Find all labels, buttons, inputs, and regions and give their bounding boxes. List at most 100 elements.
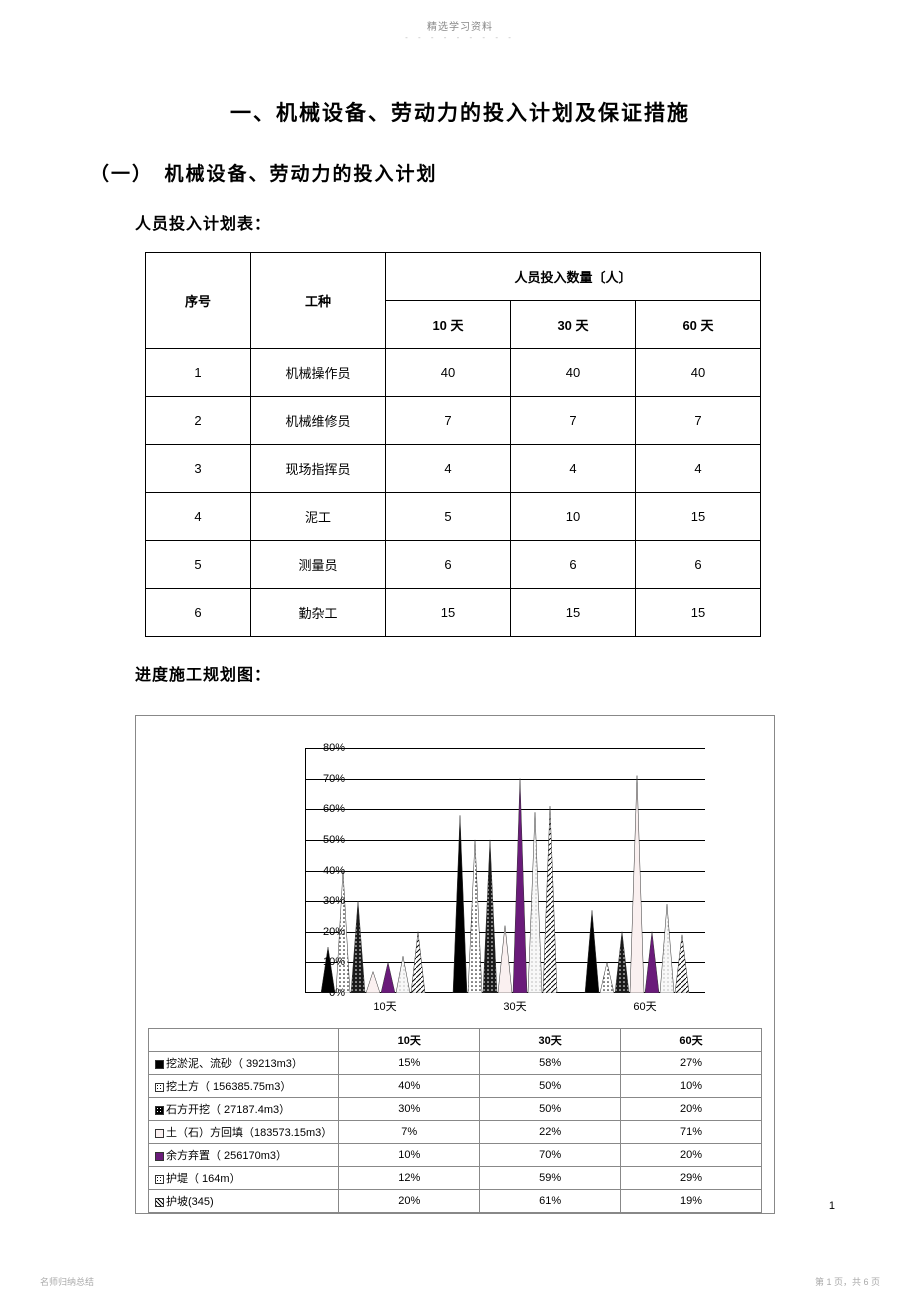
chart-series-row: 挖土方（ 156385.75m3）40%50%10% bbox=[149, 1075, 762, 1098]
series-label: 挖土方（ 156385.75m3） bbox=[166, 1081, 291, 1093]
table-cell: 3 bbox=[146, 445, 251, 493]
series-value-cell: 27% bbox=[621, 1052, 762, 1075]
table-cell: 泥工 bbox=[251, 493, 386, 541]
main-content: 一、机械设备、劳动力的投入计划及保证措施 （一） 机械设备、劳动力的投入计划 人… bbox=[0, 42, 920, 1214]
series-name-cell: 挖土方（ 156385.75m3） bbox=[149, 1075, 339, 1098]
table-cell: 6 bbox=[636, 541, 761, 589]
series-name-cell: 挖淤泥、流砂（ 39213m3） bbox=[149, 1052, 339, 1075]
table-row: 4泥工51015 bbox=[146, 493, 761, 541]
table-cell: 4 bbox=[636, 445, 761, 493]
table-cell: 测量员 bbox=[251, 541, 386, 589]
y-tick-label: 50% bbox=[305, 834, 345, 846]
series-value-cell: 30% bbox=[339, 1098, 480, 1121]
table-cell: 4 bbox=[386, 445, 511, 493]
table-cell: 10 bbox=[511, 493, 636, 541]
table-cell: 6 bbox=[511, 541, 636, 589]
th-count: 人员投入数量〔人〕 bbox=[386, 253, 761, 301]
chart-cone bbox=[396, 956, 410, 993]
table-row: 5测量员666 bbox=[146, 541, 761, 589]
y-tick-label: 40% bbox=[305, 865, 345, 877]
table-row: 2机械维修员777 bbox=[146, 397, 761, 445]
y-tick-label: 0% bbox=[305, 987, 345, 999]
header-dots: - - - - - - - - - bbox=[0, 33, 920, 42]
series-name-cell: 石方开挖（ 27187.4m3） bbox=[149, 1098, 339, 1121]
series-label: 护坡(345) bbox=[166, 1196, 214, 1208]
header-note: 精选学习资料 bbox=[0, 0, 920, 33]
th-index: 序号 bbox=[146, 253, 251, 349]
chart-frame: 0%10%20%30%40%50%60%70%80% 10天30天60天 10天… bbox=[135, 715, 775, 1214]
table-cell: 机械操作员 bbox=[251, 349, 386, 397]
legend-swatch bbox=[155, 1129, 164, 1138]
chart-series-row: 石方开挖（ 27187.4m3）30%50%20% bbox=[149, 1098, 762, 1121]
series-value-cell: 50% bbox=[480, 1075, 621, 1098]
legend-swatch bbox=[155, 1083, 164, 1092]
series-value-cell: 20% bbox=[621, 1098, 762, 1121]
table-row: 1机械操作员404040 bbox=[146, 349, 761, 397]
series-value-cell: 19% bbox=[621, 1190, 762, 1213]
th-role: 工种 bbox=[251, 253, 386, 349]
chart-series-row: 护堤（ 164m）12%59%29% bbox=[149, 1167, 762, 1190]
table-cell: 7 bbox=[386, 397, 511, 445]
x-category-label: 10天 bbox=[373, 998, 396, 1014]
legend-swatch bbox=[155, 1198, 164, 1207]
x-category-label: 30天 bbox=[503, 998, 526, 1014]
table-cell: 15 bbox=[636, 589, 761, 637]
chart-cone bbox=[645, 932, 659, 993]
chart-plot bbox=[305, 748, 705, 993]
table-cell: 6 bbox=[386, 541, 511, 589]
series-name-cell: 余方弃置（ 256170m3） bbox=[149, 1144, 339, 1167]
series-value-cell: 58% bbox=[480, 1052, 621, 1075]
th-30: 30 天 bbox=[511, 301, 636, 349]
legend-swatch bbox=[155, 1175, 164, 1184]
chart-th-blank bbox=[149, 1029, 339, 1052]
table-cell: 15 bbox=[636, 493, 761, 541]
sub-heading-1: 人员投入计划表： bbox=[135, 210, 830, 234]
chart-cone bbox=[513, 779, 527, 993]
chart-cone bbox=[411, 932, 425, 993]
series-name-cell: 护坡(345) bbox=[149, 1190, 339, 1213]
series-label: 余方弃置（ 256170m3） bbox=[166, 1150, 287, 1162]
chart-cone bbox=[381, 962, 395, 993]
series-value-cell: 15% bbox=[339, 1052, 480, 1075]
chart-cone bbox=[675, 935, 689, 993]
personnel-table: 序号 工种 人员投入数量〔人〕 10 天 30 天 60 天 1机械操作员404… bbox=[145, 252, 761, 637]
table-cell: 4 bbox=[146, 493, 251, 541]
series-label: 土（石）方回填（183573.15m3） bbox=[166, 1127, 332, 1139]
page-number: 1 bbox=[829, 1200, 835, 1212]
chart-cone bbox=[366, 972, 380, 993]
table-cell: 机械维修员 bbox=[251, 397, 386, 445]
series-value-cell: 10% bbox=[339, 1144, 480, 1167]
chart-data-table: 10天 30天 60天 挖淤泥、流砂（ 39213m3）15%58%27%挖土方… bbox=[148, 1028, 762, 1213]
chart-cone bbox=[483, 840, 497, 993]
chart-cone bbox=[453, 815, 467, 993]
y-tick-label: 80% bbox=[305, 742, 345, 754]
series-value-cell: 71% bbox=[621, 1121, 762, 1144]
series-name-cell: 护堤（ 164m） bbox=[149, 1167, 339, 1190]
section-heading: （一） 机械设备、劳动力的投入计划 bbox=[90, 159, 830, 186]
legend-swatch bbox=[155, 1152, 164, 1161]
series-value-cell: 7% bbox=[339, 1121, 480, 1144]
table-cell: 15 bbox=[386, 589, 511, 637]
y-tick-label: 10% bbox=[305, 956, 345, 968]
chart-area: 0%10%20%30%40%50%60%70%80% 10天30天60天 bbox=[155, 728, 755, 1028]
series-value-cell: 29% bbox=[621, 1167, 762, 1190]
table-cell: 现场指挥员 bbox=[251, 445, 386, 493]
legend-swatch bbox=[155, 1106, 164, 1115]
chart-series-row: 土（石）方回填（183573.15m3） 7%22%71% bbox=[149, 1121, 762, 1144]
table-cell: 6 bbox=[146, 589, 251, 637]
table-cell: 7 bbox=[636, 397, 761, 445]
th-60: 60 天 bbox=[636, 301, 761, 349]
series-value-cell: 20% bbox=[621, 1144, 762, 1167]
chart-series-row: 余方弃置（ 256170m3） 10%70%20% bbox=[149, 1144, 762, 1167]
th-10: 10 天 bbox=[386, 301, 511, 349]
chart-cone bbox=[498, 926, 512, 993]
series-label: 挖淤泥、流砂（ 39213m3） bbox=[166, 1058, 303, 1070]
series-value-cell: 12% bbox=[339, 1167, 480, 1190]
chart-cone bbox=[351, 901, 365, 993]
y-tick-label: 20% bbox=[305, 926, 345, 938]
series-value-cell: 50% bbox=[480, 1098, 621, 1121]
series-value-cell: 22% bbox=[480, 1121, 621, 1144]
chart-cone bbox=[528, 812, 542, 993]
y-tick-label: 30% bbox=[305, 895, 345, 907]
series-value-cell: 70% bbox=[480, 1144, 621, 1167]
